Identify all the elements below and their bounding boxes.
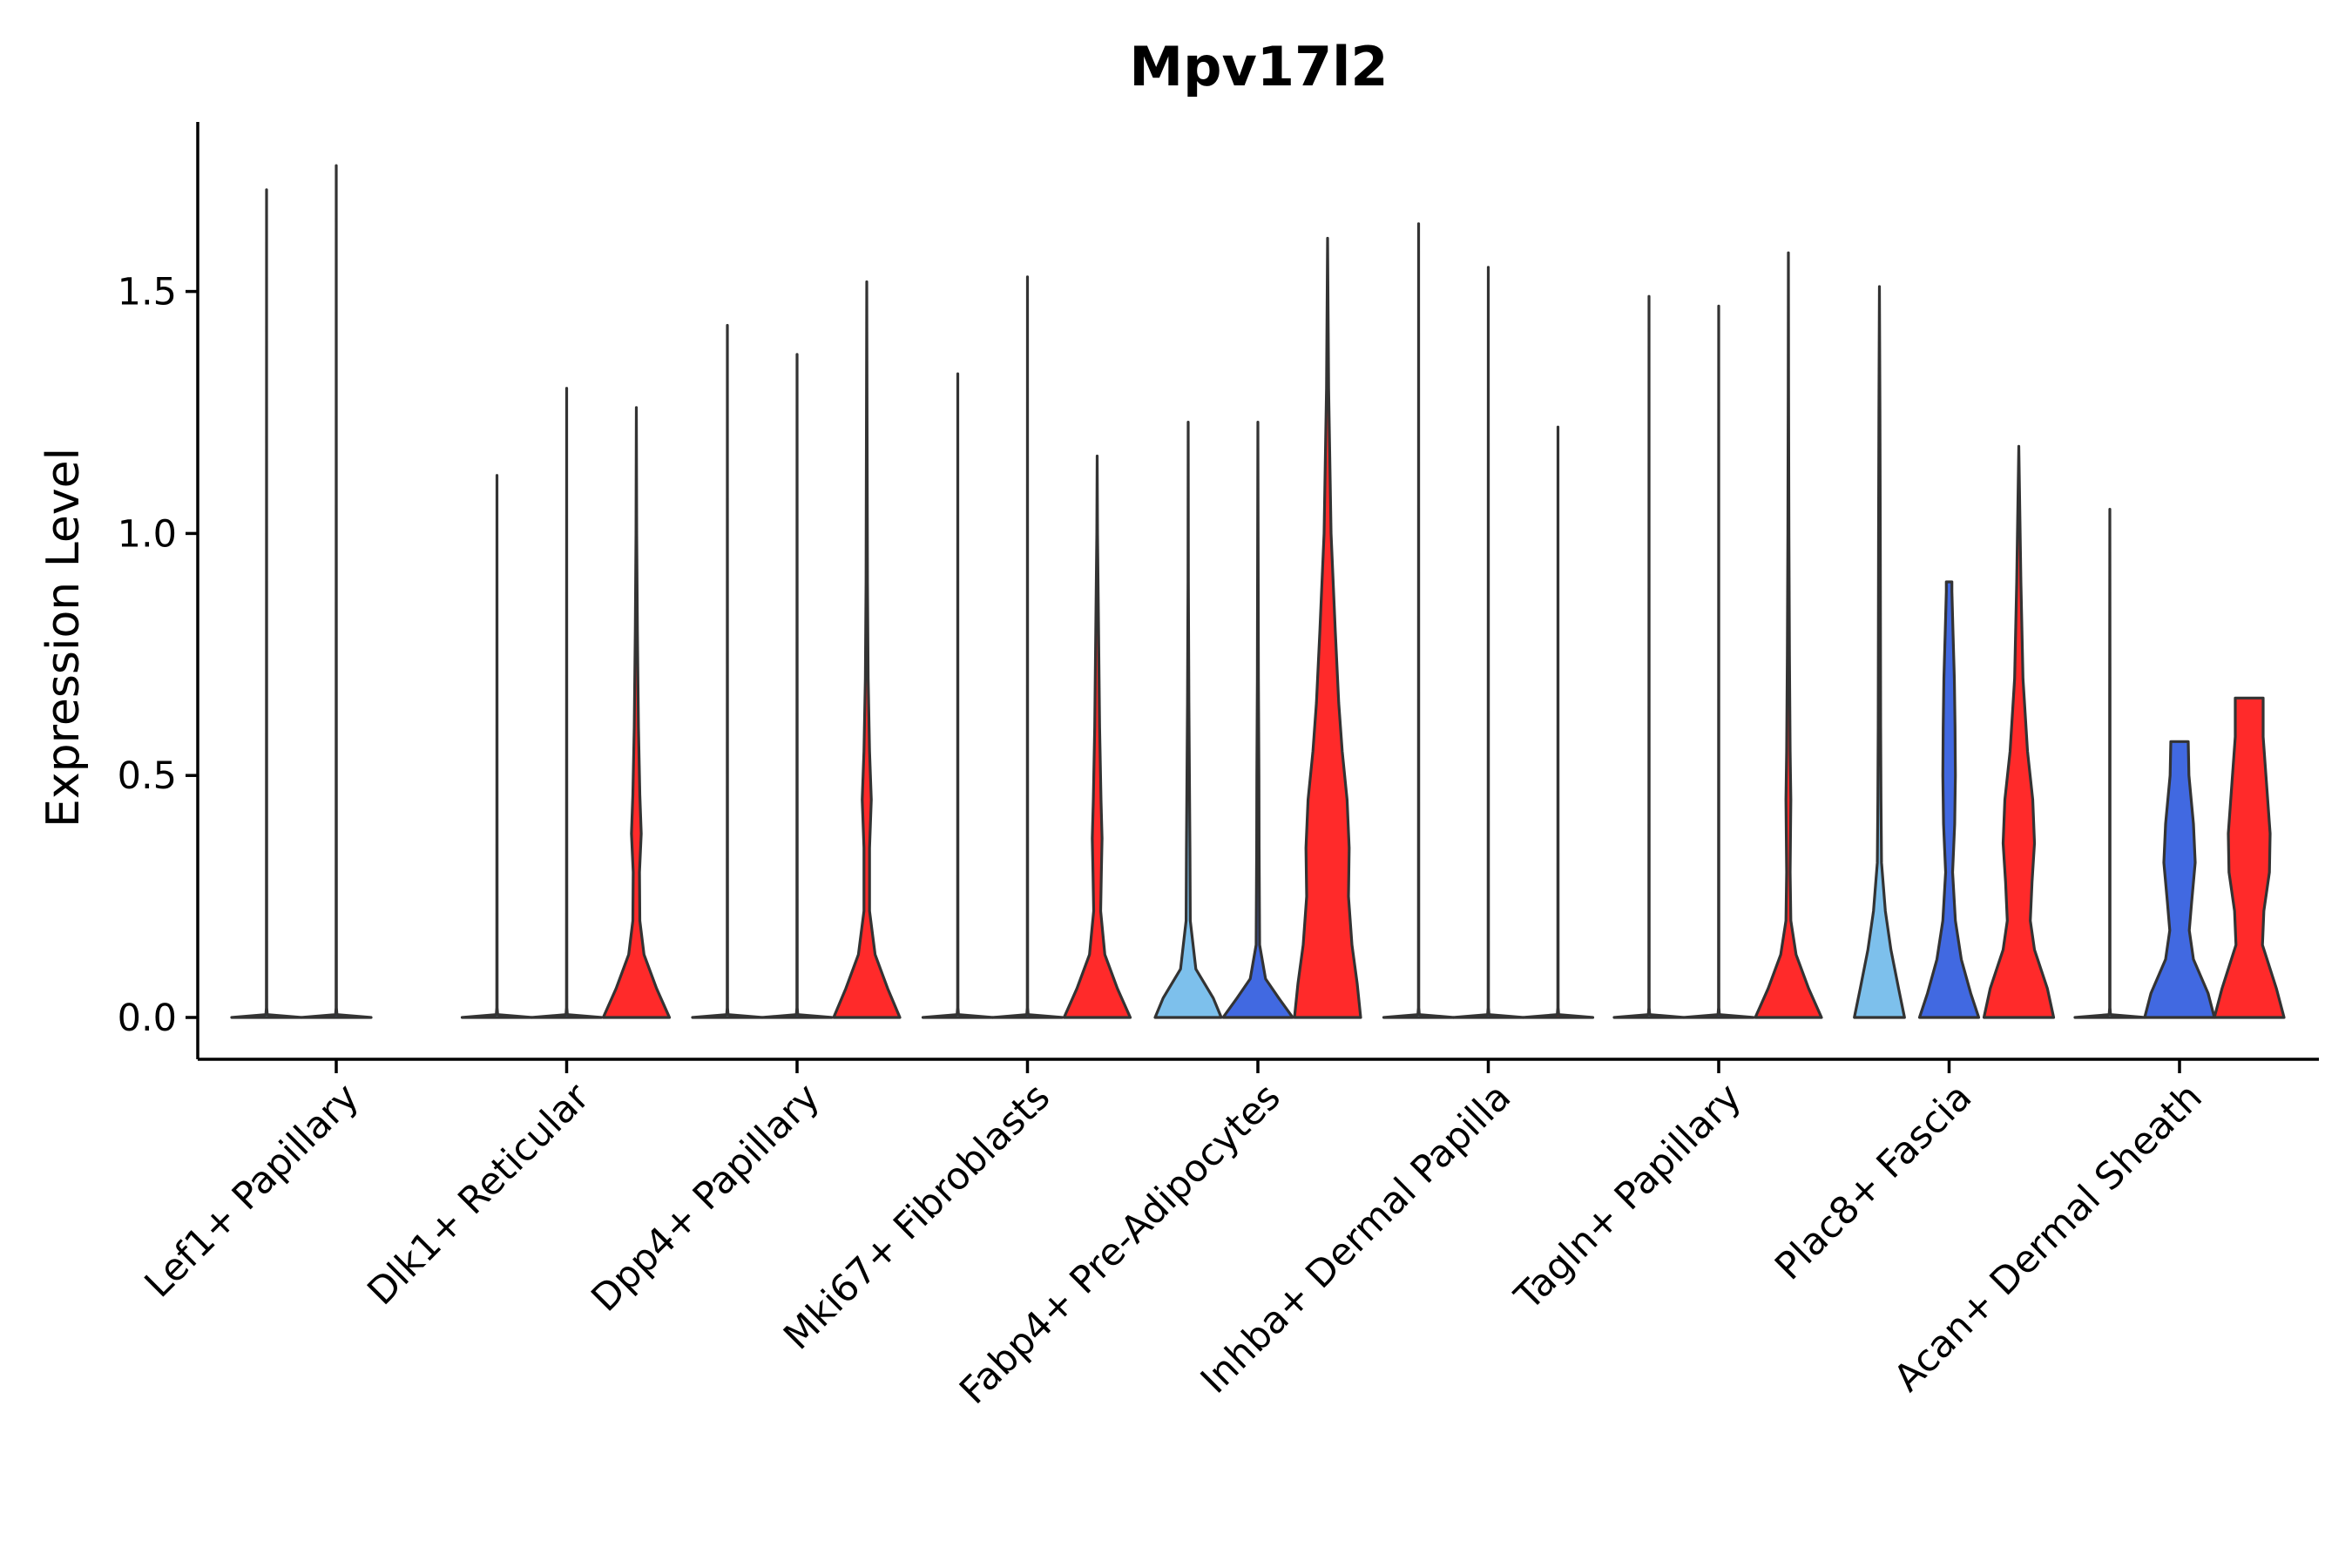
violin-group-3-9 <box>2213 696 2286 1019</box>
violin-group-2-3 <box>760 353 834 1019</box>
violin-group-2-7 <box>1682 304 1755 1019</box>
violin-group-1-6 <box>1382 222 1456 1019</box>
violin-group-2-8 <box>1917 580 1981 1019</box>
y-axis-label: Expression Level <box>37 448 90 828</box>
violin-group-1-3 <box>691 323 764 1019</box>
y-tick-label: 1.5 <box>118 271 177 314</box>
x-tick-label: Dpp4+ Papillary <box>584 1075 828 1320</box>
violin-group-1-7 <box>1612 294 1686 1019</box>
x-tick-label: Plac8+ Fascia <box>1767 1075 1980 1288</box>
violin-group-1-4 <box>921 372 995 1019</box>
violin-group-2-5 <box>1221 421 1294 1019</box>
violin-group-3-7 <box>1754 251 1823 1019</box>
violin-group-3-5 <box>1293 236 1362 1019</box>
violin-group-2-1 <box>300 164 373 1019</box>
violin-group-3-3 <box>832 280 902 1019</box>
violin-group-3-4 <box>1062 454 1132 1019</box>
x-tick-label: Tagln+ Papillary <box>1506 1075 1750 1319</box>
violin-group-3-8 <box>1982 444 2056 1019</box>
violin-group-3-6 <box>1521 425 1595 1019</box>
x-tick-label: Mki67+ Fibroblasts <box>775 1075 1058 1358</box>
violin-group-2-4 <box>990 275 1064 1019</box>
violin-group-1-9 <box>2073 508 2146 1019</box>
y-tick-label: 0.5 <box>118 754 177 798</box>
chart-title: Mpv17l2 <box>1129 35 1388 98</box>
violin-group-1-5 <box>1153 421 1223 1019</box>
violin-plot-area <box>230 164 2286 1019</box>
y-axis-ticks: 0.0 0.5 1.0 1.5 <box>118 271 198 1040</box>
violin-group-2-2 <box>530 387 604 1019</box>
y-tick-label: 1.0 <box>118 512 177 556</box>
violin-group-2-6 <box>1451 266 1525 1019</box>
violin-group-2-9 <box>2143 740 2216 1019</box>
x-tick-label: Lef1+ Papillary <box>137 1075 368 1306</box>
x-tick-label: Dlk1+ Reticular <box>360 1075 598 1314</box>
violin-group-1-8 <box>1853 285 1906 1019</box>
violin-group-1-1 <box>230 188 303 1019</box>
y-tick-label: 0.0 <box>118 997 177 1040</box>
violin-group-3-2 <box>601 406 672 1019</box>
violin-group-1-2 <box>460 474 534 1019</box>
